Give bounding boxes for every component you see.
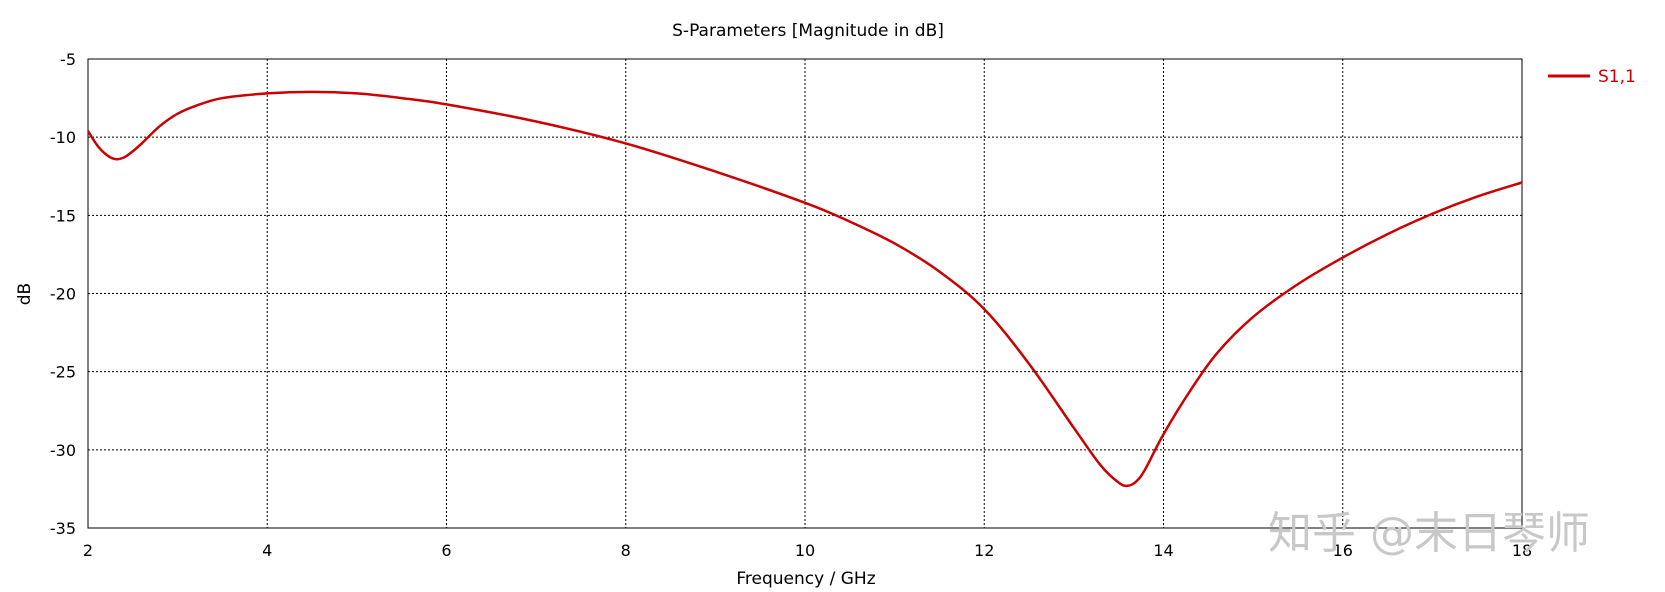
- y-tick-labels: -5 -10 -15 -20 -25 -30 -35: [50, 50, 76, 538]
- x-tick-label: 8: [621, 541, 631, 560]
- x-tick-label: 6: [441, 541, 451, 560]
- x-tick-label: 2: [83, 541, 93, 560]
- y-axis-label: dB: [15, 283, 35, 305]
- x-tick-label: 10: [795, 541, 815, 560]
- y-tick-label: -20: [50, 285, 76, 304]
- x-axis-label: Frequency / GHz: [736, 569, 875, 589]
- series-layer: [86, 90, 1523, 488]
- x-tick-labels: 2 4 6 8 10 12 14 16 18: [83, 541, 1532, 560]
- x-tick-label: 12: [974, 541, 994, 560]
- grid: [88, 59, 1522, 528]
- y-tick-label: -35: [50, 519, 76, 538]
- legend: S1,1: [1548, 67, 1636, 87]
- chart-title: S-Parameters [Magnitude in dB]: [672, 21, 944, 41]
- x-tick-label: 16: [1333, 541, 1353, 560]
- y-tick-label: -5: [60, 50, 76, 69]
- y-tick-label: -10: [50, 128, 76, 147]
- y-tick-label: -25: [50, 363, 76, 382]
- x-tick-label: 14: [1153, 541, 1173, 560]
- x-tick-label: 4: [262, 541, 272, 560]
- y-tick-label: -30: [50, 441, 76, 460]
- x-tick-label: 18: [1512, 541, 1532, 560]
- y-tick-label: -15: [50, 206, 76, 225]
- legend-label-s11: S1,1: [1598, 67, 1636, 87]
- watermark-text: 知乎 @末日琴师: [1268, 508, 1590, 559]
- series-line-s11: [86, 90, 1523, 488]
